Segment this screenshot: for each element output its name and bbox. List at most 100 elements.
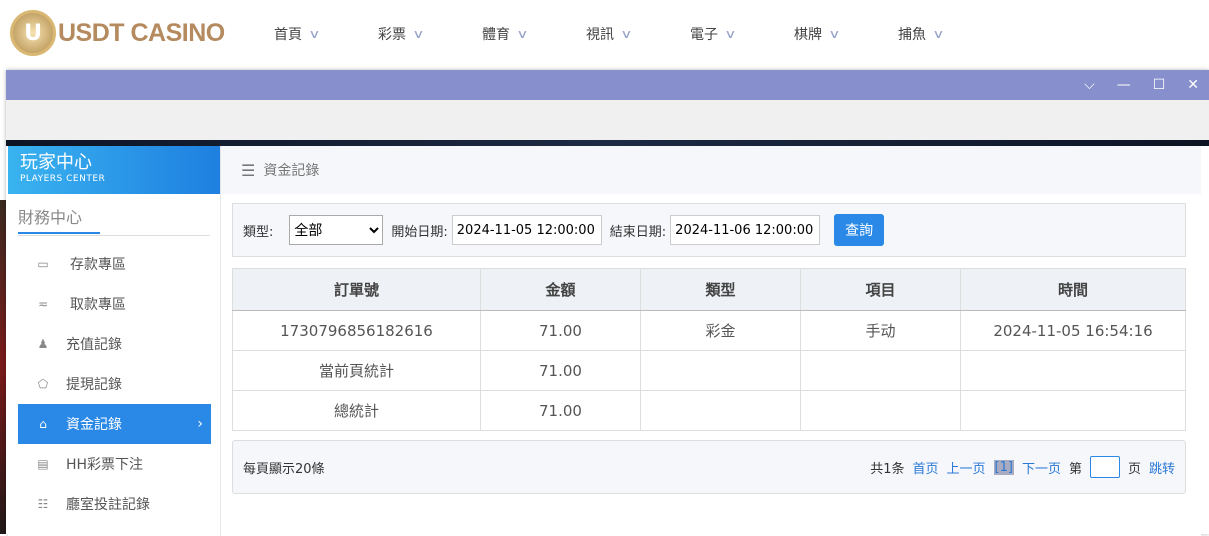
logo-emblem: U <box>10 10 56 56</box>
sidebar: 玩家中心 PLAYERS CENTER 財務中心 ▭ 存款專區 ≂ 取款專區 ♟ 充值… <box>8 146 221 536</box>
type-label: 類型: <box>243 224 274 240</box>
cell: 1730796856182616 <box>232 310 481 351</box>
page-prefix: 第 <box>1068 461 1082 477</box>
current-page: [1] <box>993 459 1014 475</box>
close-icon[interactable]: ✕ <box>1187 77 1199 93</box>
menu-label: 首頁 <box>274 27 302 43</box>
menu-home[interactable]: 首頁 ∨ <box>274 24 378 44</box>
cell <box>960 350 1186 391</box>
jump-button[interactable]: 跳转 <box>1148 461 1175 477</box>
cell: 71.00 <box>480 310 641 351</box>
menu-sports[interactable]: 體育 ∨ <box>482 24 586 44</box>
next-page-link[interactable]: 下一页 <box>1021 461 1061 477</box>
chevron-down-icon: ∨ <box>932 27 945 41</box>
chevron-down-icon: ∨ <box>412 27 425 41</box>
menu-live[interactable]: 視訊 ∨ <box>586 24 690 44</box>
sidebar-section-title: 財務中心 <box>18 204 210 236</box>
window-titlebar[interactable]: ⌵ — ☐ ✕ <box>6 70 1209 100</box>
menu-slots[interactable]: 電子 ∨ <box>690 24 794 44</box>
sidebar-item-withdraw[interactable]: ≂ 取款專區 <box>18 284 211 324</box>
sidebar-item-deposit[interactable]: ▭ 存款專區 <box>18 244 211 284</box>
cell: 71.00 <box>480 350 641 391</box>
sidebar-header: 玩家中心 PLAYERS CENTER <box>8 146 220 194</box>
chevron-down-icon: ∨ <box>724 27 737 41</box>
cell <box>640 350 801 391</box>
sidebar-item-label: 存款專區 <box>70 257 126 273</box>
sidebar-item-hall-bets[interactable]: ☷ 廳室投註記錄 <box>18 484 211 524</box>
chevron-down-icon: ∨ <box>620 27 633 41</box>
cell <box>960 390 1186 431</box>
first-page-link[interactable]: 首页 <box>912 461 939 477</box>
menu-icon[interactable]: ☰ <box>241 160 256 180</box>
cell <box>640 390 801 431</box>
menu-label: 棋牌 <box>794 27 822 43</box>
page-jump-input[interactable] <box>1089 456 1120 478</box>
menu-fishing[interactable]: 捕魚 ∨ <box>898 24 1002 44</box>
end-date-label: 結束日期: <box>609 224 667 240</box>
per-page-text: 每頁顯示20條 <box>243 461 325 477</box>
sidebar-item-recharge-records[interactable]: ♟ 充值記錄 <box>18 324 211 364</box>
content-body: 類型: 全部 開始日期: 結束日期: 查詢 訂單號 金額 類型 項目 時間 17 <box>221 194 1201 536</box>
top-nav: U USDT CASINO 首頁 ∨ 彩票 ∨ 體育 ∨ 視訊 ∨ 電子 ∨ 棋牌 ∨ 捕魚… <box>0 0 1209 68</box>
menu-lottery[interactable]: 彩票 ∨ <box>378 24 482 44</box>
chevron-down-icon: ∨ <box>828 27 841 41</box>
background-image <box>0 200 8 534</box>
chevron-down-icon[interactable]: ⌵ <box>1084 77 1095 93</box>
sidebar-item-label: 資金記錄 <box>66 417 122 433</box>
menu-label: 體育 <box>482 27 510 43</box>
logo-text: USDT CASINO <box>58 18 225 47</box>
section-underline <box>18 232 100 234</box>
table-row-grand-total: 總統計 71.00 <box>232 390 1186 431</box>
table-row-page-total: 當前頁統計 71.00 <box>232 350 1186 391</box>
content-panel: ☰ 資金記錄 類型: 全部 開始日期: 結束日期: 查詢 訂單號 金額 類型 項… <box>221 146 1201 536</box>
end-date-input[interactable] <box>670 215 821 245</box>
money-bag-icon: ♟ <box>37 337 49 351</box>
sidebar-item-fund-records[interactable]: ⌂ 資金記錄 › <box>18 404 211 444</box>
cell: 總統計 <box>232 390 481 431</box>
col-type: 類型 <box>640 268 801 311</box>
cell: 2024-11-05 16:54:16 <box>960 310 1186 351</box>
logo[interactable]: U USDT CASINO <box>10 10 225 56</box>
house-icon: ⌂ <box>39 417 47 431</box>
main-menu: 首頁 ∨ 彩票 ∨ 體育 ∨ 視訊 ∨ 電子 ∨ 棋牌 ∨ 捕魚 ∨ <box>274 24 1002 44</box>
menu-cards[interactable]: 棋牌 ∨ <box>794 24 898 44</box>
sidebar-item-hh-lottery[interactable]: ▤ HH彩票下注 <box>18 444 211 484</box>
start-date-input[interactable] <box>451 215 602 245</box>
content-header: ☰ 資金記錄 <box>221 146 1201 194</box>
cell: 手动 <box>800 310 961 351</box>
player-center-window: ⌵ — ☐ ✕ 玩家中心 PLAYERS CENTER 財務中心 ▭ 存款專區 ≂… <box>6 70 1209 536</box>
bullet-list-icon: ☷ <box>37 497 49 511</box>
page-title: 資金記錄 <box>263 163 320 179</box>
cell: 當前頁統計 <box>232 350 481 391</box>
window-toolbar <box>6 100 1209 140</box>
chevron-down-icon: ∨ <box>516 27 529 41</box>
search-button[interactable]: 查詢 <box>834 214 885 246</box>
pagination: 每頁顯示20條 共1条 首页 上一页 [1] 下一页 第 页 跳转 <box>232 440 1186 494</box>
sidebar-item-label: HH彩票下注 <box>66 457 144 473</box>
hand-money-icon: ≂ <box>37 297 49 311</box>
type-select[interactable]: 全部 <box>289 215 384 245</box>
total-count: 共1条 <box>870 461 905 477</box>
sidebar-item-label: 廳室投註記錄 <box>66 497 150 513</box>
chevron-right-icon: › <box>197 416 203 432</box>
prev-page-link[interactable]: 上一页 <box>946 461 986 477</box>
sidebar-item-label: 充值記錄 <box>66 337 122 353</box>
fund-records-table: 訂單號 金額 類型 項目 時間 1730796856182616 71.00 彩… <box>232 268 1186 431</box>
filter-bar: 類型: 全部 開始日期: 結束日期: 查詢 <box>232 203 1186 257</box>
minimize-icon[interactable]: — <box>1116 77 1131 93</box>
page-suffix: 页 <box>1127 461 1141 477</box>
col-item: 項目 <box>800 268 961 311</box>
start-date-label: 開始日期: <box>391 224 448 240</box>
menu-label: 彩票 <box>378 27 406 43</box>
card-icon: ▭ <box>37 257 49 271</box>
sidebar-title: 玩家中心 <box>20 152 92 173</box>
col-amount: 金額 <box>480 268 641 311</box>
col-time: 時間 <box>960 268 1186 311</box>
sidebar-item-label: 提現記錄 <box>66 377 122 393</box>
list-icon: ▤ <box>37 457 49 471</box>
menu-label: 視訊 <box>586 27 614 43</box>
banner-strip <box>6 140 1209 146</box>
maximize-icon[interactable]: ☐ <box>1152 77 1166 93</box>
sidebar-item-withdraw-records[interactable]: ⬠ 提現記錄 <box>18 364 211 404</box>
chevron-down-icon: ∨ <box>308 27 321 41</box>
